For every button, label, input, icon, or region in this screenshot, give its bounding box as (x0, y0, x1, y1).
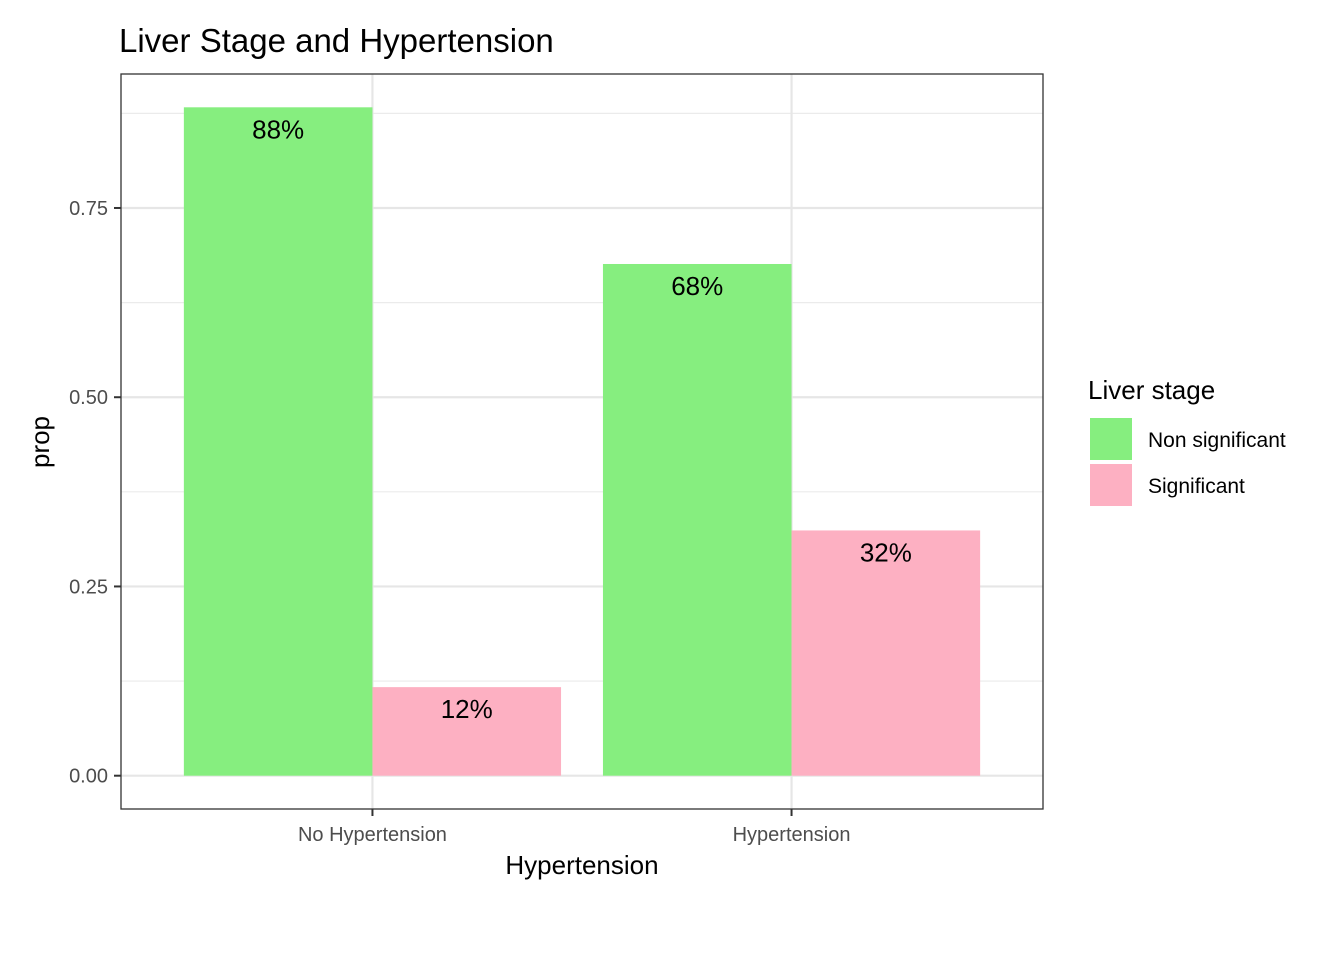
legend-swatch (1090, 418, 1132, 460)
data-labels: 88% 12% 68% 32% (252, 114, 912, 724)
legend-label: Non significant (1148, 429, 1286, 452)
x-axis-title: Hypertension (505, 850, 658, 880)
legend-title: Liver stage (1088, 375, 1215, 405)
y-tick-label: 0.25 (69, 576, 108, 598)
data-label: 68% (671, 271, 723, 301)
bars (183, 107, 981, 776)
y-tick-label: 0.75 (69, 198, 108, 220)
x-axis: No Hypertension Hypertension (298, 809, 850, 846)
plot-panel: 88% 12% 68% 32% (120, 73, 1044, 810)
data-label: 32% (860, 537, 912, 567)
y-tick-label: 0.00 (69, 766, 108, 788)
data-label: 12% (441, 694, 493, 724)
bar-significant-hypertension (791, 530, 981, 776)
bar-significant-no-hypertension (372, 687, 562, 776)
x-tick-label: Hypertension (733, 824, 851, 846)
panel-border (120, 73, 1044, 810)
y-axis: 0.00 0.25 0.50 0.75 (69, 198, 121, 788)
bar-non-significant-no-hypertension (183, 107, 373, 776)
chart-title: Liver Stage and Hypertension (119, 22, 554, 59)
data-label: 88% (252, 114, 304, 144)
y-tick-label: 0.50 (69, 387, 108, 409)
legend-swatch (1090, 464, 1132, 506)
legend: Liver stage Non significant Significant (1088, 375, 1286, 506)
bar-non-significant-hypertension (602, 263, 792, 776)
x-tick-label: No Hypertension (298, 824, 447, 846)
y-axis-title: prop (25, 416, 55, 468)
legend-label: Significant (1148, 475, 1245, 498)
